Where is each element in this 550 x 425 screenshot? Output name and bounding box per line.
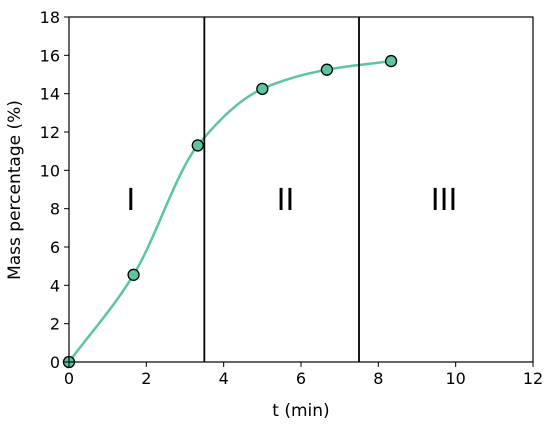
region-label-2: II: [277, 183, 295, 218]
y-axis-label: Mass percentage (%): [5, 100, 25, 280]
y-tick-label: 14: [40, 85, 60, 104]
data-point: [384, 54, 398, 68]
data-point: [191, 139, 204, 152]
y-tick-label: 16: [40, 46, 60, 65]
x-tick-label: 6: [296, 369, 306, 388]
x-tick-label: 4: [219, 369, 229, 388]
y-tick-label: 4: [50, 276, 60, 295]
x-tick-label: 2: [141, 369, 151, 388]
y-tick-label: 2: [50, 315, 60, 334]
y-tick-label: 12: [40, 123, 60, 142]
y-tick-label: 6: [50, 238, 60, 257]
x-axis-label: t (min): [272, 401, 329, 421]
x-tick-label: 12: [523, 369, 543, 388]
data-point: [256, 82, 269, 96]
x-tick-label: 10: [445, 369, 465, 388]
series-line: [67, 59, 392, 363]
data-point: [127, 268, 140, 281]
y-tick-label: 0: [50, 353, 60, 372]
y-tick-label: 10: [40, 161, 60, 180]
region-label-3: III: [431, 183, 458, 218]
y-tick-label: 18: [40, 8, 60, 27]
y-tick-label: 8: [50, 200, 60, 219]
region-label-1: I: [126, 183, 135, 218]
plot-frame: [68, 16, 534, 363]
data-point: [320, 63, 334, 76]
x-tick-label: 0: [64, 369, 74, 388]
x-tick-label: 8: [373, 369, 383, 388]
